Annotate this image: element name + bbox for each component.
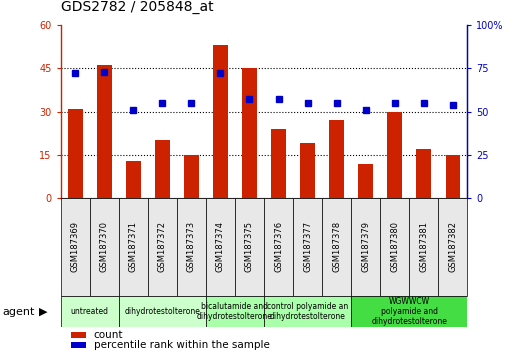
Text: GSM187379: GSM187379	[361, 221, 370, 273]
Bar	[264, 296, 351, 327]
Text: GDS2782 / 205848_at: GDS2782 / 205848_at	[61, 0, 213, 14]
Bar	[61, 198, 90, 296]
Text: untreated: untreated	[71, 307, 109, 316]
Bar	[184, 155, 199, 198]
Bar	[235, 198, 264, 296]
Bar	[206, 296, 264, 327]
Text: GSM187370: GSM187370	[100, 221, 109, 273]
Text: GSM187372: GSM187372	[158, 221, 167, 273]
Text: GSM187377: GSM187377	[303, 221, 312, 273]
Text: dihydrotestolterone: dihydrotestolterone	[125, 307, 200, 316]
Bar	[380, 198, 409, 296]
Bar	[242, 68, 257, 198]
Bar	[351, 296, 467, 327]
Bar	[71, 332, 86, 338]
Text: ▶: ▶	[39, 307, 47, 316]
Bar	[97, 65, 111, 198]
Bar	[264, 198, 293, 296]
Bar	[409, 198, 438, 296]
Text: control polyamide an
dihydrotestolterone: control polyamide an dihydrotestolterone	[267, 302, 348, 321]
Text: GSM187374: GSM187374	[216, 221, 225, 273]
Text: agent: agent	[3, 307, 35, 316]
Text: GSM187380: GSM187380	[390, 221, 399, 273]
Text: GSM187382: GSM187382	[448, 221, 457, 273]
Bar	[119, 198, 148, 296]
Bar	[271, 129, 286, 198]
Bar	[177, 198, 206, 296]
Bar	[119, 296, 206, 327]
Bar	[359, 164, 373, 198]
Bar	[206, 198, 235, 296]
Text: GSM187371: GSM187371	[129, 221, 138, 273]
Text: count: count	[93, 330, 123, 340]
Bar	[90, 198, 119, 296]
Bar	[446, 155, 460, 198]
Text: WGWWCW
polyamide and
dihydrotestolterone: WGWWCW polyamide and dihydrotestolterone	[371, 297, 447, 326]
Bar	[300, 143, 315, 198]
Text: GSM187373: GSM187373	[187, 221, 196, 273]
Bar	[322, 198, 351, 296]
Bar	[71, 342, 86, 348]
Bar	[126, 161, 140, 198]
Bar	[148, 198, 177, 296]
Text: GSM187375: GSM187375	[245, 221, 254, 273]
Text: GSM187369: GSM187369	[71, 221, 80, 273]
Bar	[155, 141, 169, 198]
Text: bicalutamide and
dihydrotestolterone: bicalutamide and dihydrotestolterone	[197, 302, 273, 321]
Text: GSM187378: GSM187378	[332, 221, 341, 273]
Bar	[293, 198, 322, 296]
Text: GSM187381: GSM187381	[419, 221, 428, 273]
Bar	[417, 149, 431, 198]
Text: percentile rank within the sample: percentile rank within the sample	[93, 341, 269, 350]
Bar	[329, 120, 344, 198]
Bar	[388, 112, 402, 198]
Bar	[61, 296, 119, 327]
Text: GSM187376: GSM187376	[274, 221, 283, 273]
Bar	[68, 109, 82, 198]
Bar	[351, 198, 380, 296]
Bar	[438, 198, 467, 296]
Bar	[213, 45, 228, 198]
